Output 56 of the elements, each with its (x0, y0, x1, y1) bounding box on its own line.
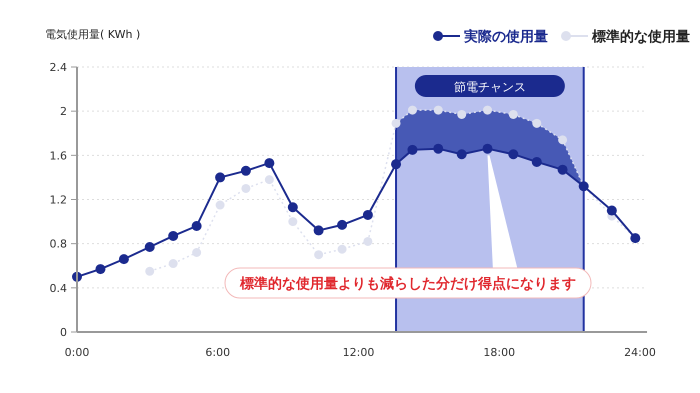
point (508, 149, 518, 160)
point (264, 158, 274, 168)
point (241, 184, 250, 193)
point (337, 220, 348, 230)
x-tick-label: 12:00 (342, 346, 374, 359)
point (168, 259, 178, 268)
point (606, 206, 617, 216)
band-label: 節電チャンス (454, 80, 526, 94)
point (288, 217, 298, 226)
y-tick-label: 1.6 (50, 149, 67, 162)
point (433, 144, 444, 154)
point (392, 118, 401, 128)
point (192, 221, 202, 231)
point (338, 244, 347, 254)
point (314, 225, 324, 236)
point (457, 110, 466, 119)
point (532, 156, 542, 167)
point (558, 164, 568, 175)
annotation: 標準的な使用量よりも減らした分だけ得点になります (239, 276, 576, 292)
point (145, 266, 154, 276)
legend-label: 標準的な使用量 (591, 29, 690, 45)
point (532, 118, 542, 128)
point (215, 172, 226, 182)
point (288, 202, 298, 212)
x-tick-label: 24:00 (624, 346, 656, 359)
point (192, 248, 202, 257)
point (482, 144, 493, 154)
point (118, 254, 129, 264)
point (240, 166, 251, 176)
point (456, 149, 467, 160)
point (483, 106, 492, 115)
x-tick-label: 0:00 (64, 346, 90, 359)
point (391, 159, 402, 170)
point (407, 144, 418, 155)
x-tick-label: 18:00 (483, 346, 516, 359)
point (508, 110, 518, 119)
y-tick-label: 0 (60, 326, 67, 339)
point (558, 135, 568, 144)
y-tick-label: 2 (60, 105, 67, 118)
y-tick-label: 1.2 (50, 194, 67, 206)
point (144, 242, 155, 252)
y-axis-title: 電気使用量( KWh ) (45, 28, 140, 41)
legend-label: 実際の使用量 (464, 28, 548, 45)
x-tick-label: 6:00 (205, 346, 230, 359)
point (363, 236, 372, 246)
y-tick-label: 0.8 (50, 238, 67, 251)
point (168, 230, 178, 241)
point (408, 106, 417, 115)
point (216, 200, 225, 210)
point (362, 210, 373, 220)
point (314, 250, 324, 260)
point (434, 106, 443, 115)
y-tick-label: 0.4 (50, 282, 67, 295)
point (95, 264, 106, 274)
y-tick-label: 2.4 (50, 61, 67, 74)
point (264, 175, 274, 184)
